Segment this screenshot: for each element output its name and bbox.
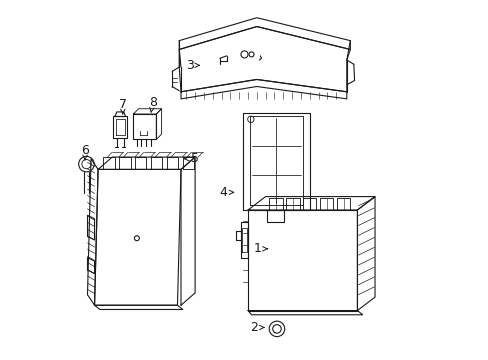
Text: 8: 8: [148, 96, 157, 112]
Text: 5: 5: [184, 152, 199, 165]
Text: 1: 1: [253, 242, 267, 255]
Text: 4: 4: [219, 186, 233, 199]
Text: 7: 7: [119, 98, 126, 114]
Text: 6: 6: [81, 144, 89, 160]
Text: 2: 2: [250, 321, 264, 334]
Text: 3: 3: [185, 59, 199, 72]
